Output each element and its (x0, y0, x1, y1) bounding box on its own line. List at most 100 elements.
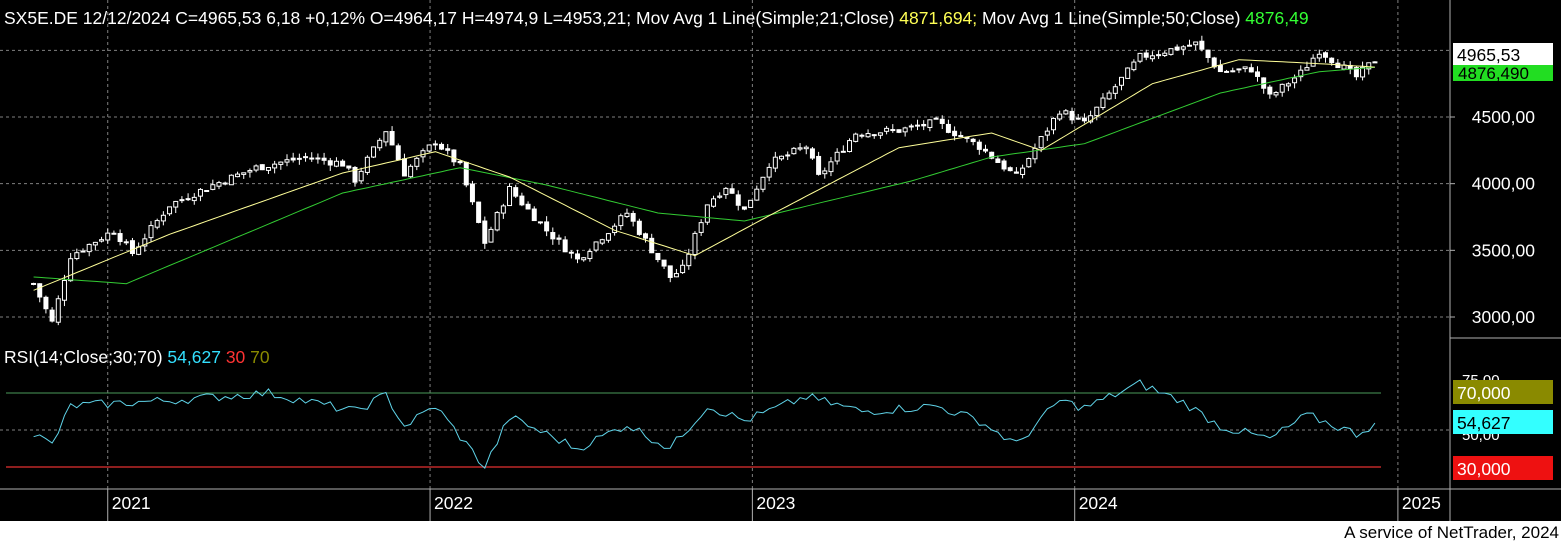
candle-body (222, 182, 228, 185)
candle-body (1118, 76, 1124, 86)
price-tick-label: 3500,00 (1472, 240, 1536, 260)
last-price-text: 4965,53 (1457, 45, 1520, 65)
candle-body (1026, 158, 1032, 168)
candle-body (556, 237, 562, 240)
candle-body (970, 138, 976, 143)
ma50-value: 4876,49 (1245, 8, 1308, 28)
candle-body (61, 279, 67, 301)
close-text: C=4965,53 (175, 8, 266, 28)
candle-body (92, 241, 98, 246)
candle-body (853, 133, 859, 142)
candle-body (945, 123, 951, 133)
rsi-upper-level: 70 (250, 347, 270, 367)
candle-body (315, 157, 321, 160)
candle-body (1162, 52, 1168, 56)
candle-body (1193, 41, 1199, 46)
candle-body (37, 283, 43, 298)
candle-body (49, 309, 55, 322)
chart-canvas: 3000,00 3500,00 4000,00 4500,00 2021 2022 2023… (0, 0, 1561, 521)
candle-body (1180, 46, 1186, 50)
candle-body (173, 200, 179, 208)
candle-body (154, 220, 160, 228)
candle-body (723, 187, 729, 196)
candle-body (562, 239, 568, 253)
last-price-box (1453, 43, 1553, 65)
candle-body (401, 158, 407, 177)
candle-body (123, 241, 129, 244)
candle-body (544, 221, 550, 232)
candle-body (1106, 92, 1112, 100)
candle-body (1063, 110, 1069, 115)
candle-body (191, 196, 197, 202)
candle-body (352, 166, 358, 183)
candle-body (915, 124, 921, 127)
candle-body (383, 131, 389, 143)
candle-body (939, 118, 945, 124)
candle-body (364, 156, 370, 173)
candle-body (68, 258, 74, 282)
candle-body (1001, 160, 1007, 170)
candle-body (686, 253, 692, 267)
candle-body (494, 212, 500, 231)
candle-body (253, 165, 259, 171)
candle-body (99, 239, 105, 242)
candle-body (1236, 68, 1242, 71)
candle-body (834, 151, 840, 162)
candle-body (952, 130, 958, 137)
candle-body (1075, 117, 1081, 120)
candle-body (1279, 83, 1285, 93)
candle-body (995, 158, 1001, 163)
candle-body (1316, 53, 1322, 59)
symbol-text: SX5E.DE (4, 8, 83, 28)
candle-body (377, 139, 383, 149)
candle-body (1156, 54, 1162, 57)
candle-body (284, 159, 290, 163)
candle-body (1143, 52, 1149, 58)
candle-body (933, 117, 939, 120)
year-label: 2024 (1079, 493, 1118, 513)
candle-body (711, 198, 717, 207)
candle-body (321, 157, 327, 161)
candle-body (1273, 92, 1279, 96)
candle-body (1112, 86, 1118, 94)
candle-body (247, 170, 253, 173)
candle-body (1322, 52, 1328, 58)
candle-body (142, 238, 148, 247)
candle-body (785, 154, 791, 157)
change-pct-text: +0,12% (305, 8, 370, 28)
candle-body (1360, 66, 1366, 78)
candle-body (1310, 57, 1316, 67)
candle-body (636, 220, 642, 235)
candle-body (779, 155, 785, 160)
candle-body (451, 149, 457, 163)
candle-body (593, 241, 599, 251)
candle-body (160, 214, 166, 222)
candle-body (389, 131, 395, 146)
candle-body (680, 264, 686, 274)
candle-body (760, 176, 766, 190)
candle-body (1304, 67, 1310, 71)
candle-body (500, 205, 506, 214)
candle-body (1298, 69, 1304, 78)
candle-body (148, 225, 154, 239)
candle-body (507, 185, 513, 207)
candle-body (204, 190, 210, 193)
candle-body (216, 182, 222, 187)
year-label: 2025 (1402, 493, 1441, 513)
candle-body (828, 161, 834, 173)
candle-body (1267, 86, 1273, 95)
candle-body (692, 232, 698, 256)
candle-body (704, 204, 710, 223)
candle-body (1168, 48, 1174, 55)
low-text: L=4953,21; (543, 8, 636, 28)
candle-body (43, 296, 49, 310)
price-tick-label: 4500,00 (1472, 107, 1536, 127)
candle-body (272, 163, 278, 169)
candle-body (605, 233, 611, 241)
candle-body (581, 257, 587, 261)
candle-body (426, 144, 432, 152)
candle-body (278, 161, 284, 165)
candle-body (346, 165, 352, 169)
candle-body (414, 157, 420, 167)
moving-average-layer (33, 59, 1375, 291)
